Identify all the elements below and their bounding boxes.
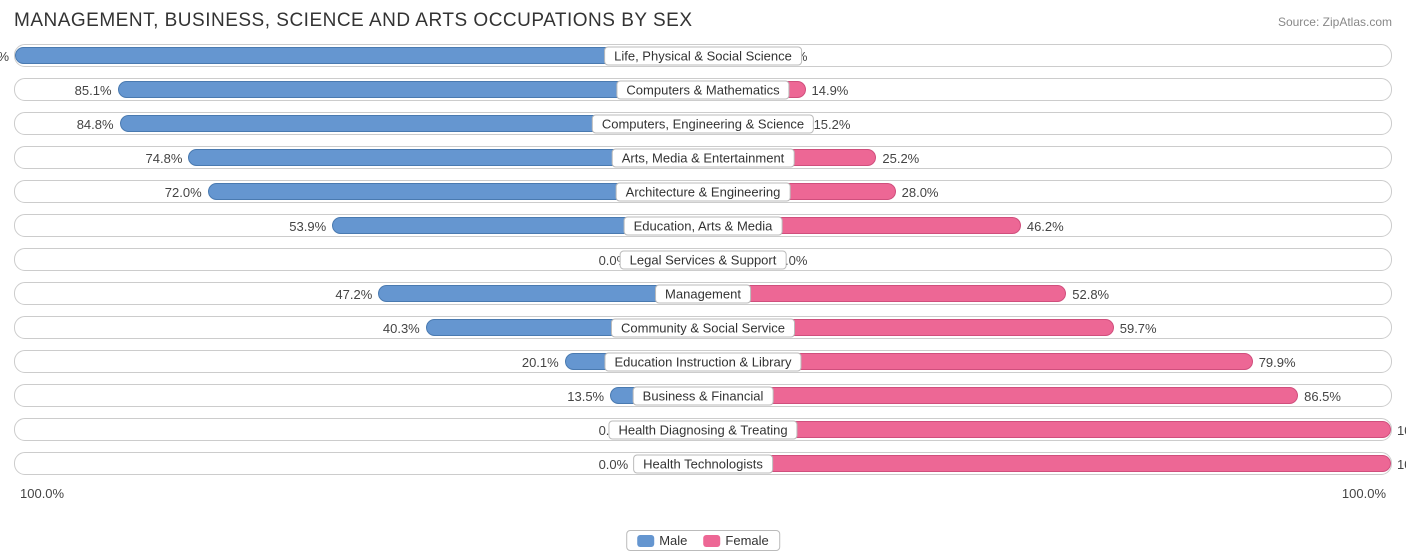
- legend-female-label: Female: [725, 533, 768, 548]
- chart-row: 53.9% 46.2% Education, Arts & Media: [14, 214, 1392, 237]
- category-label: Computers, Engineering & Science: [592, 114, 814, 133]
- category-label: Life, Physical & Social Science: [604, 46, 802, 65]
- chart-row: 74.8% 25.2% Arts, Media & Entertainment: [14, 146, 1392, 169]
- female-value: 28.0%: [902, 181, 939, 204]
- category-label: Health Technologists: [633, 454, 773, 473]
- category-label: Architecture & Engineering: [616, 182, 791, 201]
- category-label: Education Instruction & Library: [604, 352, 801, 371]
- female-value: 100.0%: [1397, 453, 1406, 476]
- female-value: 14.9%: [812, 79, 849, 102]
- legend: Male Female: [626, 530, 780, 551]
- female-bar: [703, 285, 1066, 302]
- legend-male-label: Male: [659, 533, 687, 548]
- female-value: 52.8%: [1072, 283, 1109, 306]
- female-value: 15.2%: [814, 113, 851, 136]
- male-swatch: [637, 535, 654, 547]
- chart-row: 13.5% 86.5% Business & Financial: [14, 384, 1392, 407]
- chart-row: 0.0%100.0%Health Diagnosing & Treating: [14, 418, 1392, 441]
- male-value: 0.0%: [599, 453, 629, 476]
- male-bar: [118, 81, 703, 98]
- chart-row: 72.0% 28.0% Architecture & Engineering: [14, 180, 1392, 203]
- x-axis: 100.0% 100.0%: [14, 486, 1392, 501]
- category-label: Business & Financial: [633, 386, 774, 405]
- category-label: Education, Arts & Media: [624, 216, 783, 235]
- chart-row: 40.3% 59.7% Community & Social Service: [14, 316, 1392, 339]
- chart-title: MANAGEMENT, BUSINESS, SCIENCE AND ARTS O…: [14, 10, 693, 32]
- female-swatch: [703, 535, 720, 547]
- chart-row: 0.0%100.0%Health Technologists: [14, 452, 1392, 475]
- category-label: Computers & Mathematics: [616, 80, 789, 99]
- female-value: 79.9%: [1259, 351, 1296, 374]
- male-value: 40.3%: [383, 317, 420, 340]
- chart-area: 100.0%0.0%Life, Physical & Social Scienc…: [14, 44, 1392, 475]
- male-value: 53.9%: [289, 215, 326, 238]
- chart-row: 84.8% 15.2%Computers, Engineering & Scien…: [14, 112, 1392, 135]
- female-value: 86.5%: [1304, 385, 1341, 408]
- female-bar: [703, 455, 1391, 472]
- male-value: 84.8%: [77, 113, 114, 136]
- male-value: 100.0%: [0, 45, 9, 68]
- chart-row: 0.0%0.0%Legal Services & Support: [14, 248, 1392, 271]
- category-label: Health Diagnosing & Treating: [608, 420, 797, 439]
- chart-row: 20.1% 79.9% Education Instruction & Librar…: [14, 350, 1392, 373]
- category-label: Management: [655, 284, 751, 303]
- male-value: 20.1%: [522, 351, 559, 374]
- chart-row: 100.0%0.0%Life, Physical & Social Scienc…: [14, 44, 1392, 67]
- female-bar: [703, 387, 1298, 404]
- female-value: 100.0%: [1397, 419, 1406, 442]
- chart-source: Source: ZipAtlas.com: [1278, 15, 1392, 29]
- category-label: Arts, Media & Entertainment: [612, 148, 795, 167]
- female-value: 25.2%: [882, 147, 919, 170]
- chart-row: 47.2% 52.8% Management: [14, 282, 1392, 305]
- chart-header: MANAGEMENT, BUSINESS, SCIENCE AND ARTS O…: [14, 10, 1392, 32]
- male-value: 85.1%: [75, 79, 112, 102]
- female-value: 46.2%: [1027, 215, 1064, 238]
- category-label: Legal Services & Support: [620, 250, 787, 269]
- female-bar: [703, 421, 1391, 438]
- female-value: 59.7%: [1120, 317, 1157, 340]
- male-value: 47.2%: [335, 283, 372, 306]
- male-bar: [15, 47, 703, 64]
- legend-item-male: Male: [637, 533, 687, 548]
- legend-item-female: Female: [703, 533, 768, 548]
- male-value: 72.0%: [165, 181, 202, 204]
- axis-left-label: 100.0%: [20, 486, 64, 501]
- male-value: 13.5%: [567, 385, 604, 408]
- category-label: Community & Social Service: [611, 318, 795, 337]
- chart-row: 85.1% 14.9% Computers & Mathematics: [14, 78, 1392, 101]
- axis-right-label: 100.0%: [1342, 486, 1386, 501]
- male-value: 74.8%: [146, 147, 183, 170]
